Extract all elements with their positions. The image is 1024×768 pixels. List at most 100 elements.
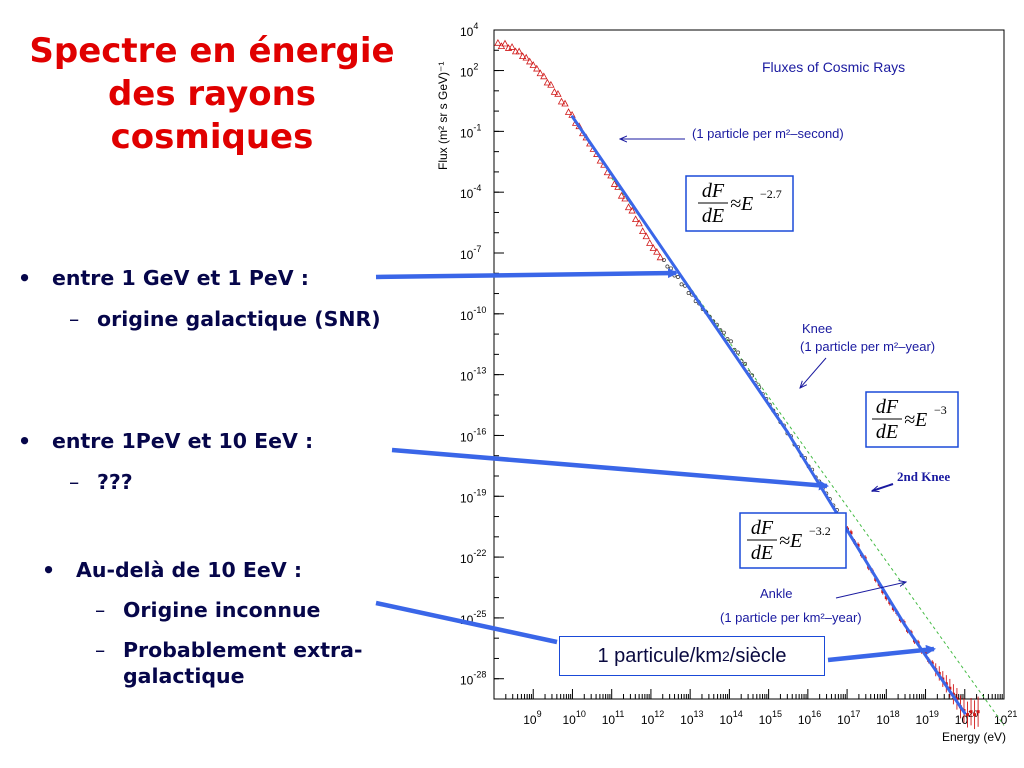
arrow-bullet-1 [375, 268, 678, 280]
formula-box-1: dF dE ≈E −2.7 [685, 175, 794, 232]
y-tick-label: 10-19 [460, 487, 486, 505]
bullet-marker: • [18, 429, 32, 453]
data-point [501, 39, 509, 47]
y-axis-label: Flux (m² sr s GeV)⁻¹ [436, 62, 450, 170]
data-point [631, 215, 640, 223]
reference-line [611, 177, 1005, 726]
data-point [550, 88, 559, 95]
plot-frame [493, 29, 1005, 700]
x-tick-label: 1015 [759, 709, 782, 727]
data-point [966, 713, 970, 717]
formula-2-exp: −3 [934, 403, 947, 417]
callout-flux-box: 1 particule/km 2/siècle [559, 636, 825, 676]
data-point [736, 350, 740, 355]
annotation-ankle: Ankle [760, 586, 793, 601]
formula-box-3: dF dE ≈E −3.2 [739, 512, 847, 569]
callout-sup: 2 [722, 648, 730, 664]
data-point [628, 206, 636, 214]
y-tick-label: 10-16 [460, 426, 486, 444]
data-point [649, 244, 657, 251]
data-point [639, 227, 647, 235]
data-point [511, 47, 520, 55]
formula-box-2: dF dE ≈E −3 [865, 391, 959, 448]
data-point [948, 686, 952, 690]
data-point [653, 247, 661, 255]
x-tick-label: 1011 [602, 709, 625, 727]
data-point [617, 191, 626, 199]
annotation-arrow-ankle [835, 582, 906, 599]
data-point [635, 219, 643, 227]
data-point [547, 80, 555, 88]
bullet-3-sub-1-text: Origine inconnue [123, 598, 321, 622]
y-tick-label: 10-28 [460, 670, 486, 688]
y-tick-label: 10-1 [460, 122, 481, 140]
data-point [536, 69, 544, 77]
fit-line-3 [903, 623, 967, 715]
data-point [554, 89, 562, 97]
data-point [494, 38, 502, 46]
annotation-per-km2-year: (1 particle per km²–year) [720, 610, 862, 625]
bullet-1-sub-1: – origine galactique (SNR) [69, 306, 381, 332]
bullet-1-sub-1-text: origine galactique (SNR) [97, 307, 381, 331]
data-point [955, 697, 959, 701]
x-tick-label: 1019 [916, 709, 939, 727]
callout-text-before: 1 particule/km [597, 644, 723, 667]
sub-marker: – [69, 307, 80, 331]
bullet-marker: • [18, 266, 32, 290]
data-point [561, 99, 569, 107]
formula-3-num: dF [751, 517, 774, 539]
bullet-3-sub-1: – Origine inconnue [95, 597, 321, 623]
sub-marker: – [69, 470, 80, 494]
formula-2-num: dF [876, 396, 899, 418]
bullet-2-sub-1-text: ??? [97, 470, 133, 494]
bullet-3-text: Au-delà de 10 EeV : [76, 558, 303, 582]
formula-3-den: dE [751, 542, 773, 564]
y-tick-label: 10-10 [460, 305, 486, 323]
annotation-arrow-second-knee [872, 483, 894, 491]
bullet-3-sub-2: – Probablement extra-galactique [95, 637, 373, 689]
data-point [729, 339, 733, 344]
chart-title: Fluxes of Cosmic Rays [762, 59, 905, 75]
formula-1-exp: −2.7 [760, 187, 782, 201]
data-point [743, 361, 748, 366]
data-point [656, 253, 665, 261]
bullet-3: • Au-delà de 10 EeV : [42, 557, 303, 583]
slide-title: Spectre en énergie des rayons cosmiques [14, 30, 410, 159]
formula-3-rel: ≈E [779, 530, 802, 552]
y-axis-ticks: 104 102 10-1 10-4 10-7 10-10 10-13 10-16 10-19 10… [460, 21, 504, 700]
formula-1-num: dF [702, 180, 725, 202]
data-point [679, 282, 684, 287]
annotation-per-year: (1 particle per m²–year) [800, 339, 935, 354]
data-point [686, 291, 691, 295]
data-point [543, 78, 552, 86]
x-tick-label: 1010 [562, 709, 585, 727]
data-point [557, 97, 566, 105]
data-point [526, 57, 534, 65]
arrow-callout [827, 644, 936, 663]
data-point [529, 61, 537, 68]
annotation-arrow-knee [800, 357, 827, 388]
bullet-3-sub-2-text: Probablement extra-galactique [123, 638, 363, 688]
bullet-2-text: entre 1PeV et 10 EeV : [52, 429, 314, 453]
annotation-knee: Knee [802, 321, 832, 336]
y-tick-label: 10-7 [460, 244, 481, 262]
annotation-per-second: (1 particle per m²–second) [692, 126, 844, 141]
y-tick-label: 10-13 [460, 366, 486, 384]
data-point [665, 264, 670, 269]
formula-1-rel: ≈E [730, 193, 753, 215]
title-line-3: cosmiques [110, 117, 314, 157]
x-tick-label: 1016 [798, 709, 821, 727]
x-tick-label: 1013 [680, 709, 703, 727]
y-tick-label: 10-4 [460, 183, 481, 201]
arrow-bullet-3 [375, 600, 558, 645]
bullet-marker: • [42, 558, 56, 582]
x-tick-label: 109 [523, 709, 541, 727]
title-line-1: Spectre en énergie [29, 31, 395, 71]
data-point [564, 108, 573, 115]
x-tick-label: 1014 [719, 709, 742, 727]
y-tick-label: 10-22 [460, 548, 486, 566]
reference-line-layer [611, 177, 1005, 726]
x-tick-label: 1012 [641, 709, 664, 727]
callout-text-after: /siècle [729, 644, 787, 667]
